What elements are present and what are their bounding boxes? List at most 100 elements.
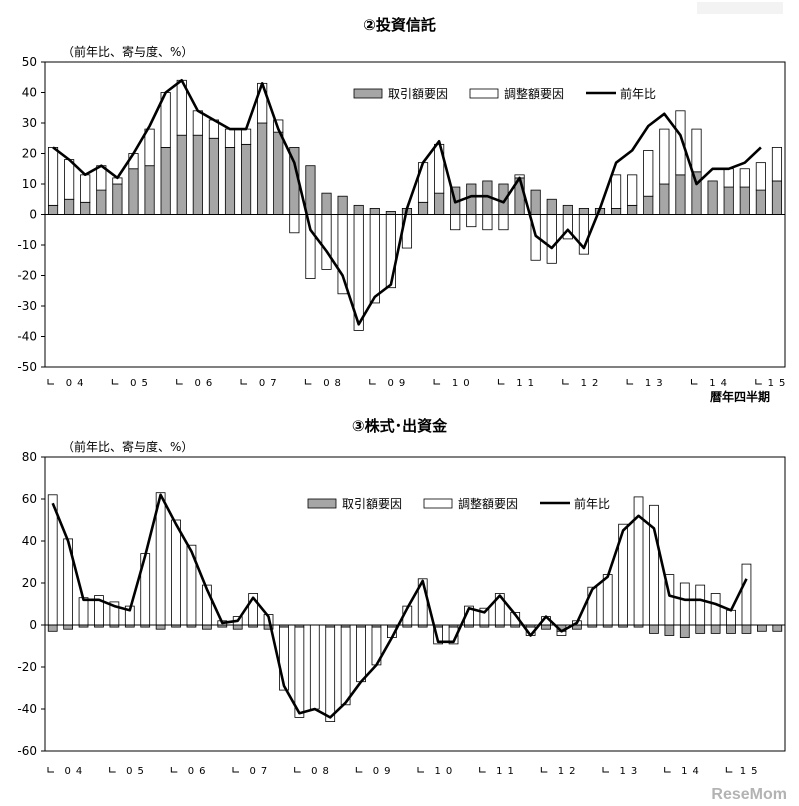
bar-adjustment	[739, 168, 750, 188]
bar-adjustment	[691, 128, 702, 173]
y-tick-label: 20	[22, 576, 37, 590]
x-year-label: 12	[558, 766, 581, 777]
legend-label: 取引額要因	[388, 87, 448, 101]
watermark-logo: ReseMom	[711, 786, 787, 803]
legend-swatch-adjustment	[469, 88, 499, 99]
year-bracket	[170, 767, 178, 773]
bar-trade	[369, 207, 380, 215]
chart-panel-investment-trust: ②投資信託 （前年比、寄与度、%） 暦年四半期 50 40 30 20 10 0 -10 -2…	[17, 16, 786, 404]
bar-trade	[562, 204, 573, 215]
bar-trade	[144, 165, 155, 215]
year-bracket	[232, 767, 239, 773]
year-bracket	[355, 767, 363, 773]
bar-adjustment	[78, 597, 89, 626]
bar-adjustment	[771, 146, 783, 182]
legend-label: 取引額要因	[342, 497, 402, 511]
chart-panel-stocks: ③株式･出資金 （前年比、寄与度、%） 80 60 40 20 0 -20 -40 -60 04…	[0, 405, 799, 806]
bar-adjustment	[325, 626, 336, 723]
bar-trade	[741, 624, 752, 634]
bar-adjustment	[602, 574, 613, 626]
year-bracket	[369, 379, 376, 385]
bar-trade	[755, 189, 766, 215]
bar-adjustment	[144, 128, 155, 167]
bar-trade	[128, 168, 139, 215]
y-tick-label: -60	[17, 744, 37, 758]
bar-trade	[723, 186, 734, 215]
bar-adjustment	[385, 214, 396, 289]
year-bracket	[240, 379, 248, 385]
bar-trade	[546, 198, 557, 215]
bar-adjustment	[241, 128, 252, 145]
y-tick-label: -30	[17, 299, 37, 313]
x-year-label: 14	[681, 766, 704, 777]
year-bracket	[690, 379, 698, 385]
bar-trade	[611, 207, 622, 215]
y-tick-label: 0	[29, 208, 37, 222]
yoy-line	[51, 493, 748, 719]
bar-adjustment	[80, 174, 91, 203]
bar-adjustment	[321, 214, 332, 270]
bar-trade	[47, 624, 58, 632]
year-bracket	[725, 767, 733, 773]
bar-adjustment	[448, 626, 459, 645]
y-tick-label: -20	[17, 660, 37, 674]
y-tick-label: 20	[22, 147, 37, 161]
bar-trade	[643, 195, 654, 215]
bar-trade	[434, 192, 445, 215]
y-tick-label: 80	[22, 450, 37, 464]
x-year-label: 04	[64, 766, 87, 777]
x-year-label: 05	[130, 378, 153, 389]
bar-trade	[241, 143, 252, 215]
bar-adjustment	[450, 214, 461, 231]
bar-adjustment	[710, 593, 721, 626]
legend-swatch-trade	[353, 88, 383, 99]
bar-trade	[739, 186, 750, 215]
bar-adjustment	[192, 110, 203, 136]
bar-adjustment	[279, 626, 289, 691]
bar-adjustment	[224, 128, 236, 148]
year-bracket	[304, 379, 312, 385]
year-bracket	[111, 379, 119, 385]
x-year-label: 12	[581, 378, 604, 389]
y-tick-label: -20	[17, 269, 37, 283]
bar-adjustment	[64, 159, 75, 200]
year-bracket	[755, 379, 762, 385]
bar-adjustment	[611, 174, 622, 209]
year-bracket	[294, 767, 301, 773]
bar-trade	[757, 624, 767, 632]
bar-adjustment	[649, 504, 659, 626]
bar-trade	[63, 624, 73, 630]
bar-adjustment	[659, 128, 670, 185]
bar-adjustment	[627, 174, 638, 206]
y-tick-label: 50	[22, 55, 37, 69]
bar-trade	[202, 624, 212, 630]
bar-trade	[659, 183, 670, 215]
bar-trade	[675, 174, 686, 215]
bar-trade	[273, 131, 284, 215]
bar-adjustment	[675, 110, 686, 176]
x-axis-title: 暦年四半期	[710, 390, 771, 404]
y-tick-label: 40	[22, 534, 37, 548]
bar-trade	[541, 624, 551, 630]
bar-adjustment	[47, 146, 59, 206]
y-tick-label: -40	[17, 702, 37, 716]
y-tick-label: 40	[22, 86, 37, 100]
bar-adjustment	[369, 214, 380, 304]
x-year-label: 04	[66, 378, 89, 389]
y-tick-label: 0	[29, 618, 37, 632]
bar-adjustment	[340, 626, 351, 706]
legend-swatch-adjustment	[423, 498, 453, 509]
bar-trade	[192, 134, 203, 215]
bar-trade	[208, 137, 219, 215]
year-bracket	[626, 379, 634, 385]
y-axis-label: （前年比、寄与度、%）	[62, 45, 194, 59]
bar-trade	[679, 624, 690, 639]
bar-trade	[224, 146, 236, 215]
bar-trade	[649, 624, 659, 634]
year-bracket	[47, 379, 54, 385]
x-year-label: 09	[388, 378, 411, 389]
year-bracket	[176, 379, 183, 385]
bar-trade	[337, 195, 348, 215]
bar-trade	[710, 624, 721, 634]
legend-label: 前年比	[574, 496, 610, 511]
